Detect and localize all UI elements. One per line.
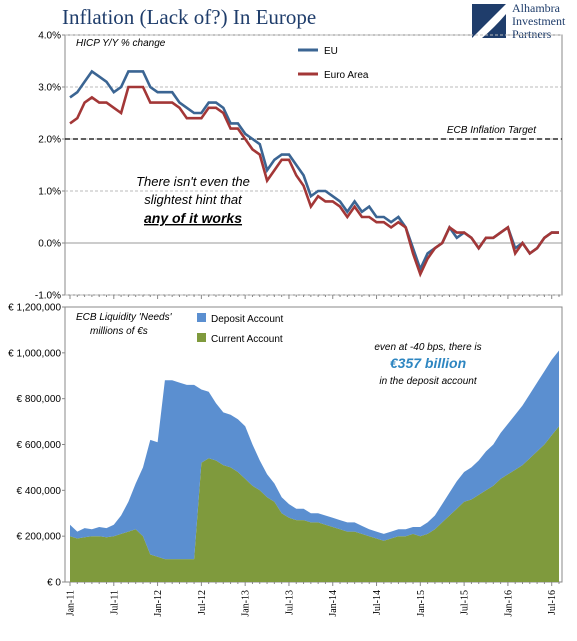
- x-tick-label: Jul-12: [197, 590, 208, 615]
- top-plot-frame: [64, 34, 563, 296]
- y-tick-label: 0.0%: [38, 239, 61, 250]
- x-tick-label: Jul-14: [372, 590, 383, 615]
- x-tick-label: Jul-13: [284, 590, 295, 615]
- y-tick-label: € 800,000: [17, 394, 62, 405]
- legend-swatch: [197, 333, 206, 342]
- logo-swoosh: [472, 4, 506, 38]
- x-tick-label: Jan-12: [153, 590, 164, 617]
- chart-title: Inflation (Lack of?) In Europe: [62, 5, 316, 29]
- x-tick-label: Jan-16: [503, 590, 514, 617]
- logo-text: Investment: [512, 14, 566, 28]
- legend-swatch: [197, 313, 206, 322]
- y-tick-label: -1.0%: [35, 291, 61, 302]
- x-tick-label: Jan-14: [328, 590, 339, 617]
- x-tick-label: Jan-13: [241, 590, 252, 617]
- y-tick-label: € 1,000,000: [8, 348, 61, 359]
- logo-text: Alhambra: [512, 1, 561, 15]
- series-area: [70, 426, 559, 582]
- y-tick-label: 3.0%: [38, 83, 61, 94]
- x-tick-label: Jan-15: [416, 590, 427, 617]
- x-tick-label: Jul-15: [460, 590, 471, 615]
- annotation: in the deposit account: [379, 376, 478, 387]
- y-tick-label: € 200,000: [17, 532, 62, 543]
- annotation: €357 billion: [390, 355, 466, 371]
- y-tick-label: € 0: [47, 578, 61, 589]
- y-tick-label: € 1,200,000: [8, 303, 61, 314]
- annotation: even at -40 bps, there is: [374, 342, 481, 353]
- axis-label: HICP Y/Y % change: [76, 38, 166, 49]
- target-label: ECB Inflation Target: [447, 125, 537, 136]
- logo: Alhambra Investment Partners: [472, 1, 566, 41]
- annotation: slightest hint that: [144, 192, 243, 207]
- annotation: any of it works: [144, 210, 242, 226]
- legend-label: Current Account: [211, 334, 283, 345]
- y-tick-label: € 600,000: [17, 440, 62, 451]
- series-line: [69, 85, 559, 278]
- legend-label: EU: [324, 46, 338, 57]
- y-tick-label: 2.0%: [38, 135, 61, 146]
- series-area: [70, 350, 559, 560]
- x-tick-label: Jan-11: [66, 590, 77, 616]
- axis-label: ECB Liquidity 'Needs': [76, 312, 173, 323]
- annotation: There isn't even the: [136, 174, 250, 189]
- y-tick-label: 4.0%: [38, 31, 61, 42]
- legend-label: Deposit Account: [211, 314, 283, 325]
- legend-label: Euro Area: [324, 70, 369, 81]
- x-tick-label: Jul-16: [547, 590, 558, 615]
- y-tick-label: 1.0%: [38, 187, 61, 198]
- logo-text: Partners: [512, 27, 552, 41]
- y-tick-label: € 400,000: [17, 486, 62, 497]
- axis-label: millions of €s: [90, 326, 148, 337]
- x-tick-label: Jul-11: [109, 590, 120, 615]
